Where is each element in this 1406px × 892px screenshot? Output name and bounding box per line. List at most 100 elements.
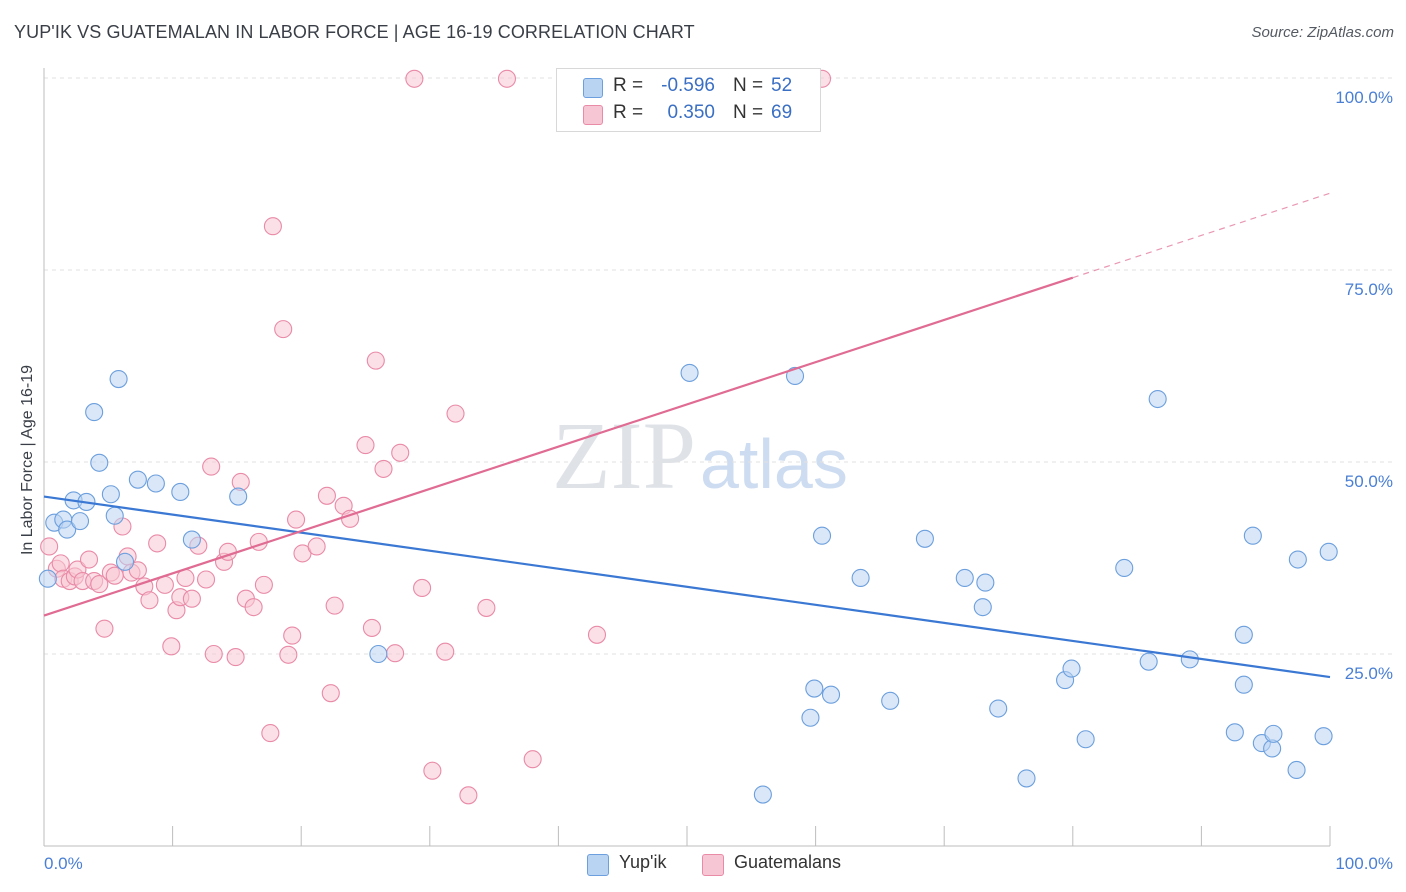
yupik-point bbox=[1062, 659, 1081, 678]
guatemalans-point bbox=[366, 351, 385, 370]
yupik-point bbox=[58, 520, 77, 539]
yupik-point bbox=[128, 470, 147, 489]
guatemalans-point bbox=[391, 443, 410, 462]
yupik-point bbox=[1180, 650, 1199, 669]
guatemalans-point bbox=[244, 598, 263, 617]
yupik-point bbox=[915, 529, 934, 548]
yupik-point bbox=[1243, 526, 1262, 545]
yupik-point bbox=[369, 644, 388, 664]
yupik-point bbox=[812, 526, 832, 545]
guatemalans-point bbox=[523, 750, 542, 769]
yupik-point bbox=[1319, 542, 1338, 561]
guatemalans-point bbox=[477, 598, 496, 617]
r-value: 0.350 bbox=[667, 102, 715, 123]
yupik-point bbox=[1225, 723, 1244, 742]
guatemalans-point bbox=[274, 320, 293, 339]
guatemalans-point bbox=[436, 642, 455, 661]
yupik-point bbox=[801, 708, 820, 727]
yupik-legend-swatch bbox=[587, 854, 609, 876]
grid-lines bbox=[44, 77, 1395, 655]
yupik-point bbox=[182, 530, 201, 549]
y-tick-label: 50.0% bbox=[1345, 472, 1393, 491]
guatemalans-point bbox=[497, 69, 517, 88]
guatemalans-point bbox=[263, 217, 282, 236]
yupik-point bbox=[955, 568, 974, 588]
yupik-point bbox=[1314, 727, 1333, 746]
yupik-point bbox=[881, 691, 900, 710]
guatemalans-point bbox=[405, 69, 424, 88]
guatemalans-point bbox=[182, 589, 201, 608]
guatemalans-point bbox=[307, 537, 326, 556]
guatemalans-point bbox=[51, 554, 70, 573]
guatemalans-point bbox=[196, 570, 216, 589]
yupik-point bbox=[229, 487, 248, 506]
watermark-zip: ZIP bbox=[552, 402, 696, 509]
n-label: N = bbox=[733, 102, 764, 123]
correlation-legend: R = -0.596 N = 52 R = 0.350 N = 69 bbox=[556, 68, 821, 132]
trend-lines bbox=[43, 192, 1331, 679]
guatemalans-point bbox=[79, 550, 99, 569]
yupik-swatch bbox=[583, 78, 603, 98]
yupik-point bbox=[1139, 652, 1158, 671]
yupik-point bbox=[1148, 389, 1167, 409]
guatemalans-point bbox=[362, 618, 381, 637]
yupik-point bbox=[1264, 724, 1283, 743]
r-value: -0.596 bbox=[661, 75, 715, 96]
guatemalans-point bbox=[90, 575, 109, 594]
n-label: N = bbox=[733, 75, 764, 96]
guatemalans-points bbox=[40, 69, 832, 805]
source-credit: Source: ZipAtlas.com bbox=[1251, 24, 1394, 41]
yupik-point bbox=[70, 512, 90, 531]
guatemalans-point bbox=[321, 684, 340, 703]
guatemalans-point bbox=[374, 459, 393, 478]
yupik-legend-label: Yup'ik bbox=[619, 852, 667, 872]
guatemalans-point bbox=[283, 626, 302, 645]
guatemalans-point bbox=[287, 510, 306, 529]
guatemalans-point bbox=[95, 619, 114, 638]
yupik-point bbox=[109, 370, 128, 389]
yupik-point bbox=[1017, 769, 1036, 788]
yupik-point bbox=[1115, 558, 1134, 578]
yupik-point bbox=[785, 366, 805, 386]
yupik-point bbox=[90, 453, 109, 472]
yupik-point bbox=[1288, 550, 1307, 569]
yupik-point bbox=[1287, 760, 1306, 780]
guatemalans-point bbox=[162, 637, 181, 656]
yupik-point bbox=[821, 685, 841, 704]
chart-title: YUP'IK VS GUATEMALAN IN LABOR FORCE | AG… bbox=[14, 22, 695, 42]
y-tick-label: 75.0% bbox=[1345, 280, 1393, 299]
n-value: 69 bbox=[771, 102, 793, 123]
guatemalans-point bbox=[317, 486, 336, 505]
yupik-point bbox=[1234, 625, 1253, 644]
guatemalans-point bbox=[459, 786, 478, 805]
guatemalans-point bbox=[413, 578, 432, 598]
yupik-point bbox=[1076, 730, 1095, 749]
yupik-point bbox=[973, 598, 992, 617]
r-label: R = bbox=[613, 75, 644, 96]
y-tick-label: 25.0% bbox=[1345, 664, 1393, 683]
y-tick-label: 100.0% bbox=[1335, 88, 1393, 107]
guatemalans-point bbox=[128, 561, 147, 580]
guatemalans-point bbox=[261, 724, 280, 743]
guatemalans-point bbox=[587, 625, 607, 644]
yupik-point bbox=[105, 506, 124, 525]
yupik-point bbox=[976, 573, 995, 592]
yupik-trend-line bbox=[43, 495, 1331, 679]
guatemalans-point bbox=[386, 644, 405, 663]
yupik-point bbox=[38, 569, 57, 588]
guatemalans-trend-line bbox=[43, 276, 1074, 617]
tick-labels: 25.0% 50.0% 75.0% 100.0% 0.0% 100.0% bbox=[44, 88, 1393, 873]
yupik-point bbox=[680, 363, 699, 382]
guatemalans-point bbox=[279, 645, 298, 664]
x-tick-label-min: 0.0% bbox=[44, 854, 83, 873]
yupik-point bbox=[989, 699, 1008, 718]
guatemalans-point bbox=[140, 591, 159, 610]
yupik-point bbox=[101, 485, 120, 504]
r-label: R = bbox=[613, 102, 644, 123]
guatemalans-legend-swatch bbox=[702, 854, 724, 876]
yupik-point bbox=[171, 482, 190, 502]
guatemalans-trend-extension bbox=[1072, 192, 1331, 279]
n-value: 52 bbox=[771, 75, 793, 96]
yupik-point bbox=[146, 474, 165, 493]
